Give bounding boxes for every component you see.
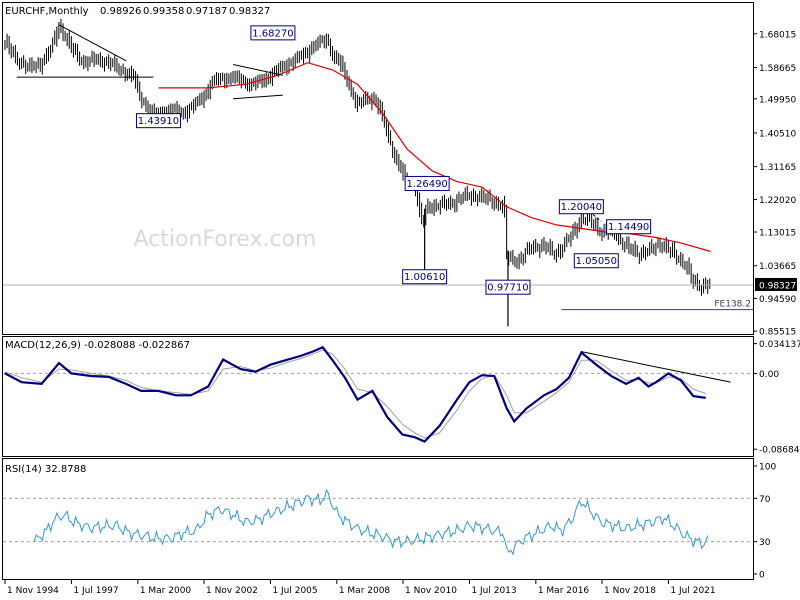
rsi-title: RSI(14) 32.8788 bbox=[5, 464, 86, 475]
x-tick-label: 1 Mar 2000 bbox=[140, 586, 192, 596]
axis-layer: 1.68015 1.58665 1.49950 1.40510 1.31165 1.220… bbox=[4, 30, 800, 596]
price-chart-title: EURCHF,Monthly bbox=[5, 6, 89, 17]
price-annotation-box bbox=[135, 113, 181, 129]
price-y-tick-label: 1.40510 bbox=[759, 129, 796, 139]
rsi-panel-frame bbox=[2, 458, 754, 580]
price-layer: FE138.2 1.68270 1.43910 1.26490 1.00610 0.977… bbox=[3, 18, 753, 327]
trendline bbox=[58, 24, 127, 62]
x-tick-label: 1 Jul 2013 bbox=[471, 586, 516, 596]
price-annotation-label: 1.14490 bbox=[608, 222, 649, 233]
trendline bbox=[233, 94, 283, 100]
price-y-tick-label: 1.03665 bbox=[759, 262, 796, 272]
price-annotation-label: 1.20040 bbox=[561, 202, 602, 213]
trendline bbox=[232, 63, 283, 76]
ohlc-open: 0.98926 bbox=[100, 6, 141, 17]
price-annotation-box bbox=[558, 199, 604, 215]
macd-layer bbox=[3, 345, 753, 443]
price-annotation-label: 1.43910 bbox=[138, 116, 179, 127]
price-annotation-box bbox=[402, 269, 448, 285]
price-annotation-box bbox=[404, 175, 450, 191]
price-y-tick-label: 1.68015 bbox=[759, 30, 796, 40]
rsi-y-tick-label: 70 bbox=[759, 495, 771, 505]
price-annotation-label: 0.97710 bbox=[487, 283, 528, 294]
price-y-tick-label: 1.13015 bbox=[759, 229, 796, 239]
price-y-tick-label: 1.49950 bbox=[759, 95, 796, 105]
macd-y-tick-label: 0.034137 bbox=[759, 340, 800, 350]
price-annotation-label: 1.05050 bbox=[576, 256, 617, 267]
rsi-y-tick-label: 100 bbox=[759, 463, 776, 473]
rsi-line bbox=[33, 488, 709, 556]
price-annotation-box bbox=[573, 253, 619, 269]
macd-title: MACD(12,26,9) -0.028088 -0.022867 bbox=[5, 340, 190, 351]
current-price-label: 0.98327 bbox=[759, 281, 796, 291]
price-annotation-box bbox=[606, 219, 652, 235]
x-tick-label: 1 Nov 2010 bbox=[405, 586, 457, 596]
macd-panel-frame bbox=[2, 336, 754, 457]
price-annotation-label: 1.68270 bbox=[252, 28, 293, 39]
price-y-tick-label: 1.58665 bbox=[759, 64, 796, 74]
x-tick-label: 1 Nov 2002 bbox=[206, 586, 258, 596]
macd-trendline bbox=[581, 351, 731, 383]
macd-line bbox=[4, 345, 706, 443]
x-tick-label: 1 Nov 1994 bbox=[7, 586, 59, 596]
price-annotation-box bbox=[250, 25, 296, 41]
macd-signal-line bbox=[4, 349, 706, 439]
price-y-tick-label: 0.94590 bbox=[759, 295, 796, 305]
x-tick-label: 1 Jul 1997 bbox=[73, 586, 118, 596]
x-tick-label: 1 Mar 2008 bbox=[339, 586, 391, 596]
current-price-tag bbox=[755, 277, 797, 291]
price-panel-frame bbox=[2, 2, 754, 335]
x-tick-label: 1 Nov 2018 bbox=[604, 586, 656, 596]
watermark: ActionForex.com bbox=[134, 227, 317, 252]
price-y-tick-label: 1.31165 bbox=[759, 163, 796, 173]
price-annotation-label: 1.00610 bbox=[404, 272, 445, 283]
ohlc-high: 0.99358 bbox=[143, 6, 184, 17]
rsi-y-tick-label: 0 bbox=[759, 571, 765, 581]
x-tick-label: 1 Jul 2021 bbox=[670, 586, 715, 596]
price-y-tick-label: 0.85515 bbox=[759, 328, 796, 338]
macd-y-tick-label: -0.086849 bbox=[759, 446, 800, 456]
fe-level-label: FE138.2 bbox=[714, 300, 751, 310]
price-annotation-label: 1.26490 bbox=[406, 179, 447, 190]
x-tick-label: 1 Mar 2016 bbox=[538, 586, 590, 596]
price-y-tick-label: 1.22020 bbox=[759, 196, 796, 206]
x-tick-label: 1 Jul 2005 bbox=[272, 586, 317, 596]
ohlc-low: 0.97187 bbox=[186, 6, 227, 17]
ohlc-close: 0.98327 bbox=[229, 6, 270, 17]
rsi-y-tick-label: 30 bbox=[759, 538, 771, 548]
rsi-layer bbox=[3, 488, 753, 556]
macd-y-tick-label: 0.00 bbox=[759, 370, 779, 380]
price-annotation-box bbox=[485, 279, 531, 295]
